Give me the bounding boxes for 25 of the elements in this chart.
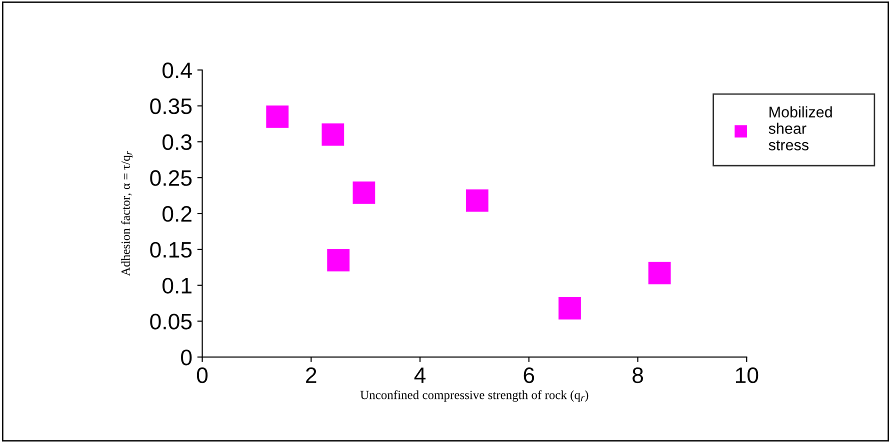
- x-tick-label: 6: [524, 367, 534, 384]
- y-tick-label: 0.15: [150, 242, 192, 258]
- y-tick-label: 0: [181, 350, 192, 366]
- point: [466, 189, 488, 212]
- point: [558, 297, 581, 320]
- y-tick-label: 0.4: [162, 62, 192, 78]
- point: [648, 262, 671, 284]
- y-tick-label: 0.3: [162, 134, 192, 150]
- x-tick-label: 4: [414, 368, 426, 383]
- point: [327, 248, 350, 272]
- y-tick-label: 0.1: [162, 278, 192, 294]
- x-tick-label: 0: [196, 367, 208, 384]
- x-axis-title: Unconfined compressive strength of rock (q$_{r}$): [360, 390, 588, 402]
- x-tick-label: 2: [306, 367, 316, 383]
- y-tick-label: 0.35: [150, 98, 192, 114]
- legend-label: Mobilized shear stress: [768, 106, 832, 150]
- x-tick-label: 10: [736, 367, 758, 384]
- y-tick-label: 0.05: [150, 314, 192, 330]
- y-tick-label: 0.25: [150, 170, 192, 186]
- x-tick-label: 8: [632, 367, 643, 384]
- point: [266, 105, 289, 128]
- y-tick-label: 0.2: [162, 206, 192, 222]
- point: [352, 182, 376, 204]
- point: [322, 123, 344, 146]
- y-axis-title: Adhesion factor, α = τ/q$_{r}$: [120, 150, 132, 276]
